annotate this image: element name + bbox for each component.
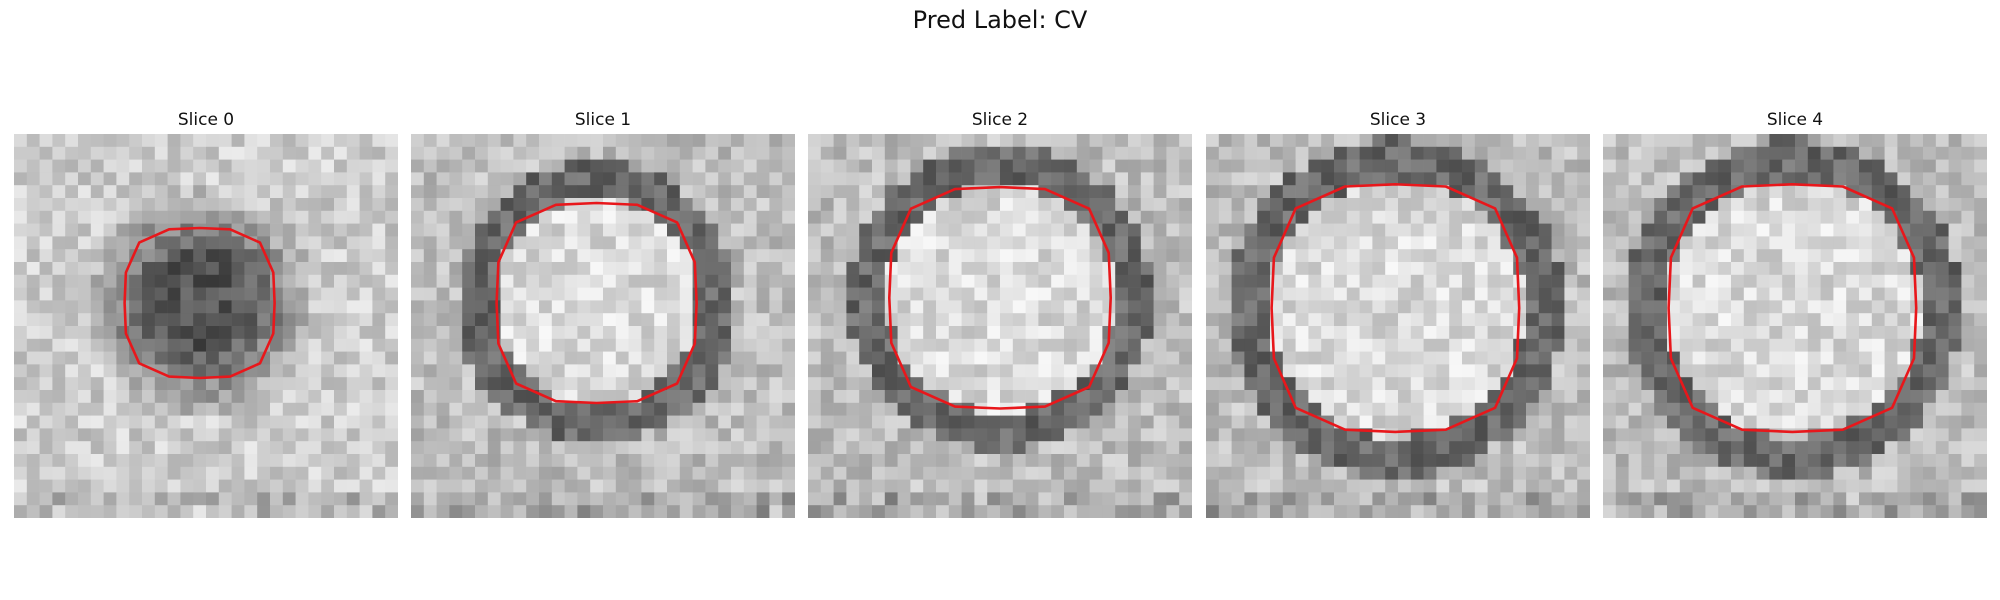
segmentation-contour	[123, 226, 276, 380]
slice-title-4: Slice 4	[1766, 110, 1824, 130]
figure-title: Pred Label: CV	[912, 6, 1088, 34]
slice-panel-2: Slice 2	[808, 108, 1192, 518]
slice-image-4	[1603, 134, 1987, 518]
slice-panel-4: Slice 4	[1603, 108, 1987, 518]
slice-panel-3: Slice 3	[1206, 108, 1590, 518]
slice-image-2	[808, 134, 1192, 518]
slice-title-1: Slice 1	[574, 110, 632, 130]
slice-title-3: Slice 3	[1369, 110, 1427, 130]
segmentation-contour	[1667, 182, 1918, 434]
slice-image-3	[1206, 134, 1590, 518]
segmentation-contour	[495, 201, 698, 405]
slice-title-0: Slice 0	[177, 110, 235, 130]
slice-title-2: Slice 2	[971, 110, 1029, 130]
slice-image-1	[411, 134, 795, 518]
slice-panel-0: Slice 0	[14, 108, 398, 518]
slice-panel-1: Slice 1	[411, 108, 795, 518]
segmentation-contour	[1270, 182, 1521, 434]
slice-image-0	[14, 134, 398, 518]
segmentation-contour	[888, 185, 1113, 410]
